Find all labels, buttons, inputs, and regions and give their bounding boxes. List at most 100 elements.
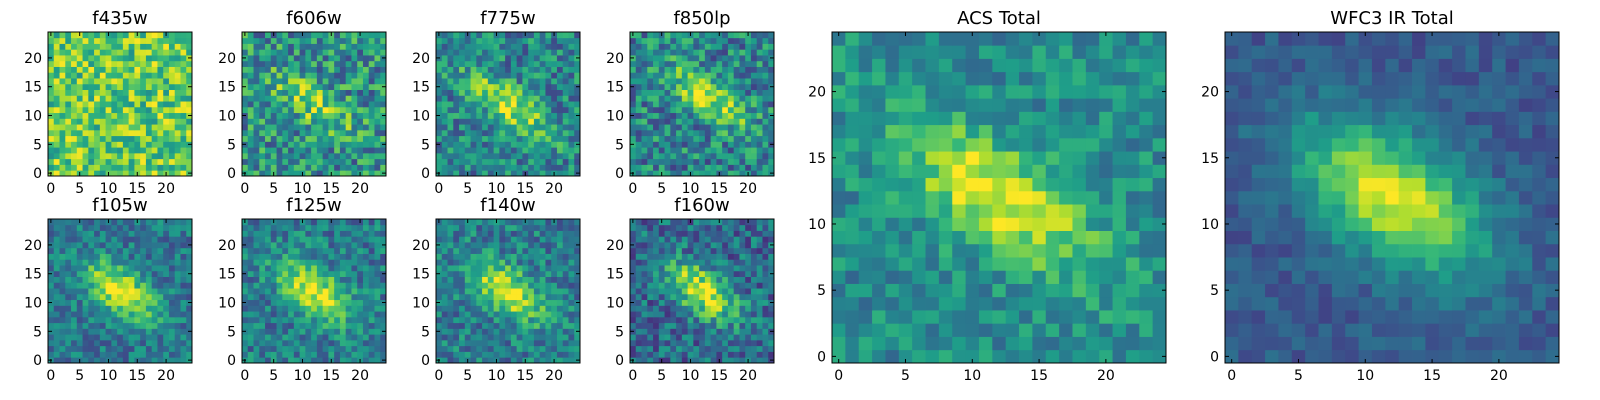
heatmap-cell [693,305,700,312]
heatmap-cell [282,276,289,283]
heatmap-cell [311,106,318,114]
heatmap-cell [134,95,141,102]
heatmap-cell [556,170,564,177]
heatmap-cell [551,224,558,231]
heatmap-cell [276,49,283,56]
heatmap-cell [635,276,642,283]
heatmap-cell [140,322,147,329]
heatmap-cell [482,265,489,272]
heatmap-cell [71,60,78,67]
heatmap-cell [168,83,176,90]
heatmap-cells [48,219,193,364]
heatmap-cell [768,72,775,79]
heatmap-cell [510,78,518,85]
heatmap-cell [664,49,671,56]
heatmap-cell [739,322,746,329]
heatmap-cell [82,152,89,160]
heatmap-cell [122,293,130,301]
heatmap-cell [470,311,477,318]
heatmap-cell [339,224,347,231]
heatmap-cell [282,293,289,301]
heatmap-cell [71,270,78,277]
heatmap-cell [357,299,364,306]
heatmap-cell [105,72,112,79]
heatmap-cell [282,345,289,352]
heatmap-cell [117,101,124,108]
heatmap-cell [464,299,471,306]
heatmap-cell [699,37,706,44]
heatmap-cell [739,37,746,44]
heatmap-cell [362,49,370,56]
heatmap-cell [99,95,106,102]
heatmap-cell [750,118,758,125]
heatmap-cell [727,141,735,148]
heatmap-cell [328,299,335,306]
heatmap-cell [716,316,723,324]
heatmap-cell [180,236,187,243]
heatmap-cell [545,170,552,177]
heatmap-cell [505,101,512,108]
heatmap-cell [562,322,569,329]
heatmap-cell [733,311,740,318]
heatmap-cell [351,112,358,119]
heatmap-cell [351,60,358,67]
heatmap-cell [653,89,660,96]
heatmap-cell [276,141,283,148]
heatmap-cell [533,224,541,231]
heatmap-cell [111,158,118,165]
heatmap-cell [699,282,706,289]
heatmap-cell [247,230,254,237]
heatmap-cell [533,106,541,114]
heatmap-cell [128,357,135,364]
heatmap-cell [48,334,55,341]
heatmap-cell [82,316,89,324]
heatmap-cell [117,265,124,272]
heatmap-cell [693,164,700,171]
heatmap-cell [681,305,688,312]
heatmap-cell [499,118,506,125]
heatmap-cell [311,253,318,260]
heatmap-cell [253,357,260,364]
heatmap-cell [339,95,347,102]
heatmap-cell [305,322,312,329]
heatmap-cell [151,158,158,165]
heatmap-cell [299,124,306,131]
heatmap-cell [299,311,306,318]
heatmap-cell [487,164,494,171]
heatmap-cell [528,276,535,283]
heatmap-cell [145,305,153,312]
heatmap-cell [247,270,254,277]
heatmap-cell [345,357,352,364]
heatmap-cell [59,124,66,131]
heatmap-cell [499,328,506,335]
heatmap-cell [459,322,466,329]
heatmap-cell [53,345,60,352]
heatmap-cell [630,147,637,154]
heatmap-cell [151,265,158,272]
heatmap-cell [328,129,335,137]
heatmap-cell [556,95,564,102]
heatmap-cell [499,164,506,171]
heatmap-cell [345,322,352,329]
heatmap-cell [82,164,89,171]
heatmap-cell [288,247,295,254]
heatmap-cell [459,37,466,44]
heatmap-cell [768,32,775,39]
heatmap-cell [282,78,289,85]
heatmap-cell [293,288,300,295]
heatmap-cell [562,230,569,237]
heatmap-cell [145,89,153,96]
heatmap-cell [305,55,312,62]
heatmap-cell [568,124,575,131]
heatmap-cell [82,265,89,272]
heatmap-cell [499,112,506,119]
heatmap-cell [259,135,266,142]
heatmap-cell [630,43,637,50]
heatmap-cell [551,282,558,289]
heatmap-cell [174,55,181,62]
heatmap-cell [362,282,370,289]
heatmap-cell [322,305,329,312]
heatmap-cell [163,288,170,295]
heatmap-cell [339,106,347,114]
